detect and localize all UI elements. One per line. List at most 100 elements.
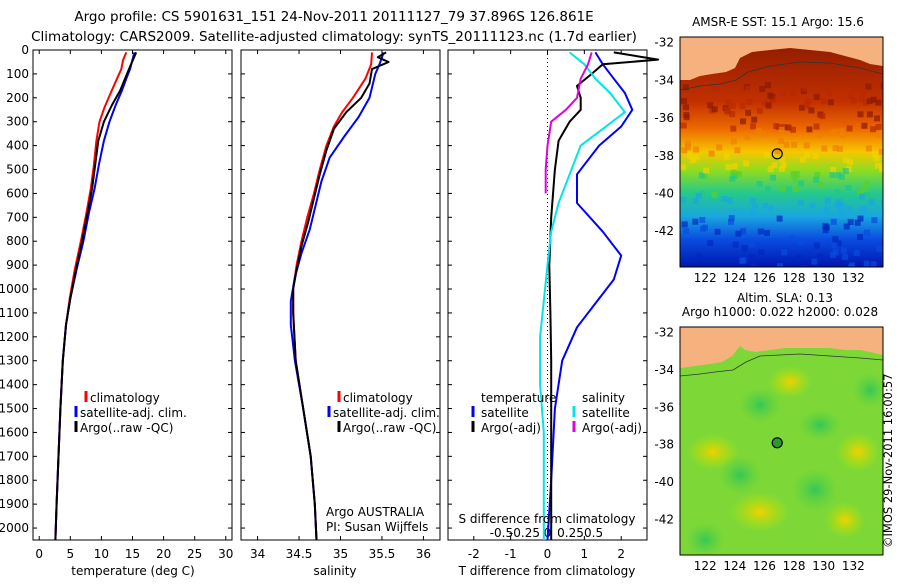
depth-tick-label: 1000 [0,282,29,296]
sst-pixel [805,98,812,105]
sst-pixel [808,107,815,114]
sst-pixel [760,130,767,137]
sst-pixel [879,166,883,173]
sst-pixel [725,164,732,171]
series-line-satellite [546,51,634,541]
sst-pixel [845,205,852,212]
sst-pixel [861,186,868,193]
sst-pixel [816,132,823,139]
sst-pixel [780,89,787,96]
imos-credit: ©IMOS 29-Nov-2011 16:00:57 [881,374,895,548]
axes-layer: 0100200300400500600700800900100011001200… [0,36,865,573]
sst-land [680,37,883,80]
x-tick-label: 35.5 [369,547,396,561]
legend-label-s-argo: Argo(-adj) [582,421,642,435]
sst-pixel [721,196,728,202]
sst-pixel [792,176,799,183]
sst-pixel [875,162,881,169]
map-lon-label: 122 [694,271,717,285]
sst-pixel [778,126,785,133]
sst-pixel [740,118,746,125]
sst-pixel [759,86,766,92]
sst-pixel [865,145,872,152]
sst-pixel [870,96,877,103]
sst-pixel [757,228,764,235]
sst-pixel [730,125,737,132]
sst-pixel [817,181,824,188]
sst-pixel [749,241,755,248]
sla-map-frame [679,326,884,556]
sst-pixel [861,122,868,129]
sst-pixel [857,234,864,240]
sst-pixel [857,111,864,118]
sst-pixel [756,181,763,187]
sst-pixel [854,219,861,226]
map-lat-label: -32 [654,326,674,340]
sst-pixel [832,145,839,152]
figure-title-line2: Climatology: CARS2009. Satellite-adjuste… [31,29,637,45]
sst-pixel [839,132,846,139]
depth-tick-label: 1700 [0,449,29,463]
sst-pixel [693,146,699,153]
depth-tick-label: 1200 [0,330,29,344]
sst-pixel [765,185,771,192]
sst-pixel [748,254,755,260]
sst-pixel [864,229,870,236]
sst-pixel [692,197,699,204]
map-lat-label: -40 [654,475,674,489]
depth-tick-label: 1300 [0,354,29,368]
legend-label-climatology: climatology [90,391,160,405]
temperature-legend: climatology satellite-adj. clim. Argo(..… [74,391,187,435]
sst-pixel [849,262,856,267]
map-lon-label: 132 [842,271,865,285]
sst-pixel [834,189,840,195]
sst-pixel [838,127,845,134]
map-lat-label: -36 [654,111,674,125]
sst-pixel [868,199,875,206]
sst-pixel [683,228,690,234]
sst-pixel [732,209,739,216]
sst-pixel [863,260,870,267]
sst-pixel [791,83,798,90]
depth-tick-label: 1800 [0,473,29,487]
map-lat-label: -32 [654,36,674,50]
sst-pixel [726,197,733,204]
sst-pixel [871,217,878,224]
sst-pixel [767,166,774,173]
x-tick-label: 36 [416,547,431,561]
sla-land [680,327,883,368]
sst-pixel [859,88,866,95]
sst-pixel [866,111,873,118]
sst-pixel [793,171,800,178]
legend-label-s-satellite: satellite [582,406,630,420]
sst-pixel [798,180,804,187]
sst-pixel [777,263,783,267]
sst-pixel [817,253,824,260]
depth-tick-label: 800 [6,234,29,248]
legend-label-satellite: satellite-adj. clim. [333,406,440,420]
s-diff-tick-label: -0.25 [509,526,540,540]
depth-tick-label: 1900 [0,497,29,511]
salinity-plot-frame [240,49,441,541]
sst-pixel [873,155,880,162]
float-program-label: Argo AUSTRALIA [326,505,425,519]
sst-pixel [681,97,687,104]
sst-pixel [789,235,795,242]
sst-pixel [692,218,699,225]
sst-pixel [830,252,837,258]
sst-pixel [780,162,787,169]
sst-pixel [728,218,734,225]
sst-pixel [765,82,771,89]
sst-pixel [682,84,689,91]
depth-tick-label: 1500 [0,402,29,416]
temperature-axis-label: temperature (deg C) [71,564,194,578]
map-lat-label: -42 [654,224,674,238]
sst-pixel [783,141,790,148]
sst-pixel [743,160,750,167]
series-line-satellite-adj-clim- [54,52,136,541]
sst-pixel [850,97,857,104]
sst-pixel [864,192,871,199]
sst-pixel [818,212,825,219]
sst-pixel [774,148,781,155]
sst-pixel [879,129,883,136]
